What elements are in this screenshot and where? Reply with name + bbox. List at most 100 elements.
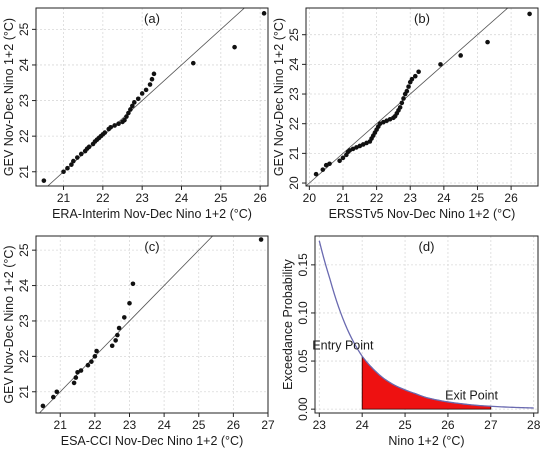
y-tick-label: 23 [17,94,31,108]
data-point [527,11,532,17]
data-point [190,60,196,66]
data-point [320,167,326,172]
y-tick-label: 22 [17,129,31,143]
data-point [399,100,405,106]
y-axis-label: GEV Nov-Dec Nino 1+2 (°C) [272,18,286,176]
chart-panel-4: Entry Point Exit Point 23 24 25 26 27 28 0.00 0.0… [281,235,541,448]
y-tick-label: 23 [17,314,31,328]
data-point [92,354,98,359]
data-point [261,11,267,16]
data-point [404,88,410,94]
y-tick-label: 21 [287,146,301,160]
y-tick-label: 0.10 [296,301,310,325]
y-tick-label: 25 [17,243,31,257]
data-point [128,107,133,112]
x-tick-label: 24 [355,418,369,432]
y-tick-label: 25 [17,22,31,36]
data-point [412,73,418,79]
x-axis-label: ERSSTv5 Nov-Dec Nino 1+2 (°C) [329,207,516,221]
data-point [124,114,129,119]
data-point [121,315,127,320]
x-axis-label: ERA-Interim Nov-Dec Nino 1+2 (°C) [52,207,252,221]
annotation-entry-point: Entry Point [312,339,374,353]
data-point [71,380,77,386]
y-tick-label: 21 [17,165,31,179]
data-point [135,96,141,102]
x-tick-label: 21 [54,418,68,432]
data-point [147,82,153,87]
data-point [116,325,122,331]
panel-label: (b) [414,11,430,26]
y-tick-label: 22 [17,349,31,363]
x-tick-label: 27 [484,418,498,432]
data-point [65,165,70,171]
data-point [232,44,237,50]
y-tick-label: 23 [287,87,301,101]
data-point [132,100,137,105]
data-point [143,87,149,93]
x-tick-label: 24 [175,191,189,205]
data-point [151,71,157,77]
plot-frame [35,7,269,187]
data-point [61,169,66,175]
data-point [149,76,155,82]
x-tick-label: 26 [441,418,455,432]
y-tick-label: 25 [287,28,301,42]
data-point [94,348,99,354]
y-axis-label: GEV Nov-Dec Nino 1+2 (°C) [2,18,16,176]
data-point [406,84,411,89]
data-point [108,124,114,130]
x-tick-label: 25 [471,191,485,205]
data-point [51,394,56,400]
data-point [73,375,79,380]
y-tick-label: 0.15 [296,253,310,277]
x-tick-label: 28 [527,418,541,432]
x-tick-label: 21 [57,191,71,205]
chart-panel-3: 21 22 23 24 25 26 27 21 22 23 24 25 ESA-CCI Nov-Dec … [2,235,275,448]
data-point [458,53,463,58]
chart-panel-2: 20 21 22 23 24 25 26 20 21 22 23 24 25 ERSSTv5 Nov-De… [272,7,539,221]
data-point [130,103,135,109]
reference-line [38,236,214,413]
data-point [112,123,117,128]
plot-frame [305,7,539,187]
data-point [337,158,342,164]
data-point [74,155,80,160]
data-point [40,403,46,409]
plot-frame [35,235,269,414]
data-point [54,389,60,395]
reference-line [47,8,246,186]
x-axis-label: ESA-CCI Nov-Dec Nino 1+2 (°C) [61,434,243,448]
y-tick-label: 24 [287,57,301,71]
y-tick-label: 22 [287,117,301,131]
panel-label: (c) [144,239,159,254]
data-point [416,69,421,75]
y-tick-label: 20 [287,176,301,190]
data-point [126,110,131,116]
x-tick-label: 24 [437,191,451,205]
x-tick-label: 26 [253,191,267,205]
data-point [116,121,121,126]
x-tick-label: 23 [123,418,137,432]
x-tick-label: 23 [313,418,327,432]
data-point [41,178,47,183]
x-tick-label: 26 [227,418,241,432]
data-point [115,332,120,338]
y-axis-label: Exceedance Probability [281,258,295,389]
panel-label: (a) [144,11,160,26]
data-point [401,96,406,101]
data-point [113,338,118,343]
x-tick-label: 26 [504,191,518,205]
exceedance-curve [318,240,534,409]
x-tick-label: 23 [135,191,149,205]
y-tick-label: 0.00 [296,397,310,421]
data-point [397,105,403,110]
x-tick-label: 27 [261,418,275,432]
data-point [69,162,74,167]
data-point [122,117,127,123]
x-tick-label: 25 [214,191,228,205]
x-tick-label: 25 [192,418,206,432]
data-point [71,158,76,164]
data-point [78,368,84,373]
